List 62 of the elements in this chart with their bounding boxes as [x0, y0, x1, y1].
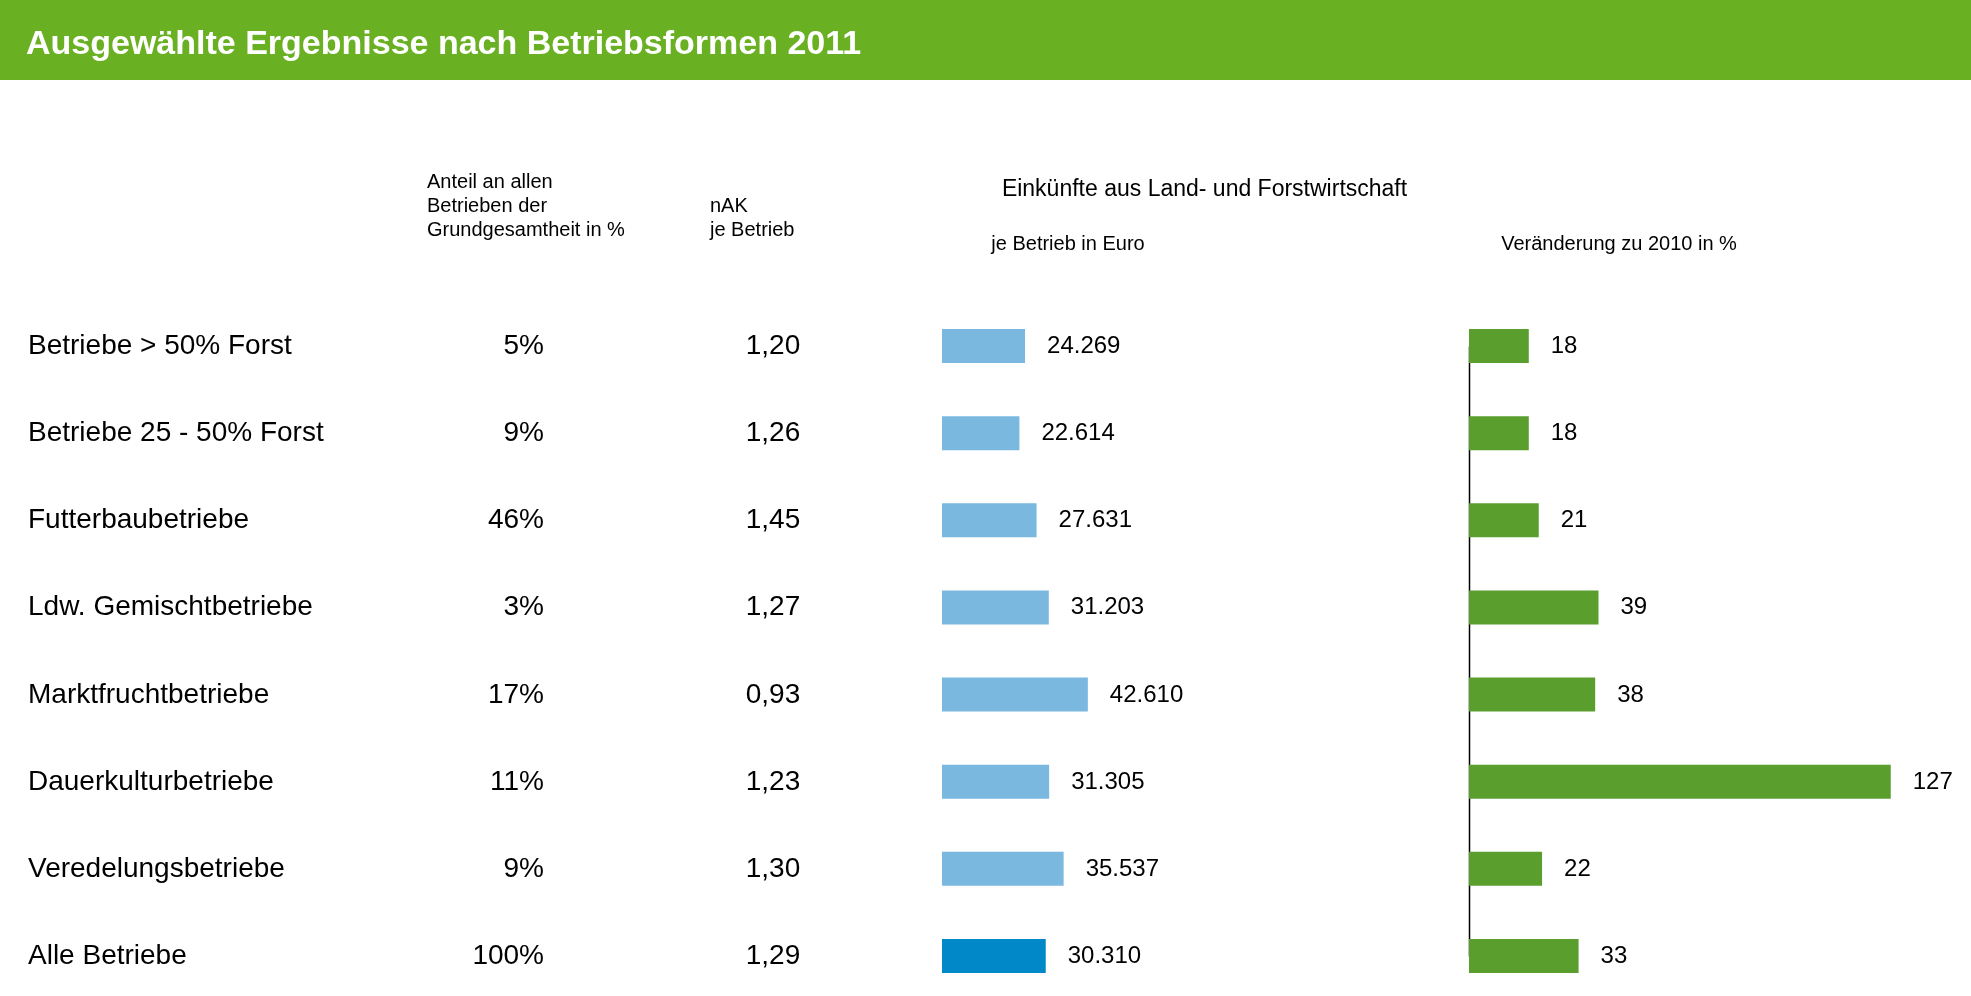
bar: [1469, 851, 1543, 886]
data-label: 39: [1620, 592, 1648, 620]
data-label: 100%: [472, 939, 544, 970]
data-label: 0,93: [745, 677, 801, 709]
data-label: 11%: [490, 764, 544, 796]
bar: [1469, 416, 1529, 451]
data-label: 31.203: [1070, 592, 1145, 620]
bar: [942, 851, 1064, 886]
data-label: 18: [1550, 331, 1578, 358]
category-label: Betriebe > 50% Forst: [28, 329, 293, 360]
data-label: 21: [1560, 505, 1588, 533]
bar: [942, 329, 1026, 363]
x-axis-title: Veränderung zu 2010 in %: [1501, 232, 1738, 254]
text: nAK je Betrieb: [709, 194, 795, 240]
data-label: 3%: [503, 590, 544, 622]
bar: [942, 416, 1020, 451]
data-label: 1,26: [745, 416, 801, 448]
bar: [1469, 590, 1599, 625]
data-label: 46%: [487, 503, 544, 535]
text: Anteil an allen Betrieben der Grundgesamtheit in %: [427, 170, 626, 240]
data-label: 17%: [487, 677, 544, 709]
category-label: Betriebe 25 - 50% Forst: [28, 416, 324, 448]
data-label: 1,29: [745, 939, 801, 970]
data-label: 31.305: [1071, 766, 1145, 794]
bar: [942, 939, 1046, 973]
data-label: 1,27: [745, 590, 801, 622]
text: Ausgewählte Ergebnisse nach Betriebsformen 2011: [26, 23, 862, 61]
data-label: 38: [1617, 679, 1644, 707]
bar: [1469, 329, 1529, 363]
bar: [1469, 503, 1539, 538]
data-label: 30.310: [1067, 941, 1142, 968]
data-label: 5%: [503, 329, 544, 360]
data-label: 18: [1550, 418, 1578, 446]
bar: [942, 677, 1088, 712]
data-label: 24.269: [1047, 331, 1121, 358]
category-label: Veredelungsbetriebe: [28, 851, 285, 883]
data-label: 42.610: [1109, 679, 1184, 707]
data-label: 22: [1564, 853, 1591, 881]
data-label: 9%: [503, 851, 544, 883]
data-label: 1,23: [745, 764, 801, 796]
bar: [942, 590, 1049, 625]
data-label: 127: [1912, 766, 1953, 794]
data-label: 27.631: [1058, 505, 1132, 533]
bar: [942, 503, 1037, 538]
category-label: Ldw. Gemischtbetriebe: [28, 590, 313, 622]
category-label: Futterbaubetriebe: [28, 503, 250, 535]
x-axis-title: je Betrieb in Euro: [990, 232, 1145, 254]
data-label: 1,30: [745, 851, 801, 883]
bar: [1469, 939, 1579, 973]
category-label: Marktfruchtbetriebe: [28, 677, 270, 709]
data-label: 1,45: [745, 503, 801, 535]
data-label: 22.614: [1041, 418, 1115, 446]
bar: [942, 764, 1050, 799]
category-label: Alle Betriebe: [28, 939, 187, 970]
bar: [1469, 764, 1891, 799]
data-label: 1,20: [745, 329, 801, 360]
category-label: Dauerkulturbetriebe: [28, 764, 274, 796]
data-label: 35.537: [1085, 853, 1160, 881]
text: Einkünfte aus Land- und Forstwirtschaft: [1001, 175, 1408, 201]
data-label: 33: [1600, 941, 1628, 968]
bar: [1469, 677, 1596, 712]
data-label: 9%: [503, 416, 544, 448]
